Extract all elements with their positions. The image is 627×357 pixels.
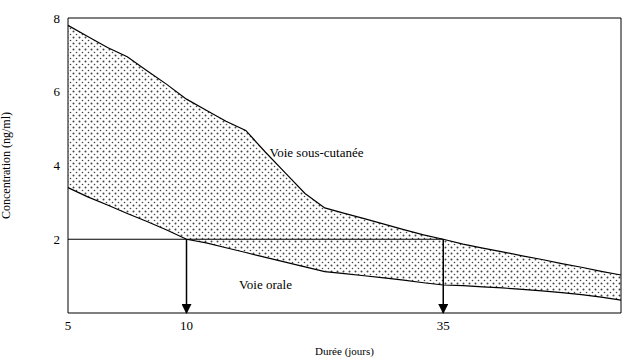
svg-text:6: 6: [54, 84, 61, 99]
svg-text:10: 10: [180, 318, 193, 333]
svg-text:Durée (jours): Durée (jours): [315, 345, 374, 357]
svg-text:Concentration (ng/ml): Concentration (ng/ml): [8, 112, 13, 219]
svg-text:35: 35: [437, 318, 450, 333]
svg-text:2: 2: [54, 232, 61, 247]
svg-text:Voie orale: Voie orale: [239, 277, 292, 292]
svg-text:8: 8: [54, 11, 61, 26]
svg-text:4: 4: [54, 158, 61, 173]
svg-text:Voie sous-cutanée: Voie sous-cutanée: [270, 145, 364, 160]
svg-text:5: 5: [65, 318, 72, 333]
